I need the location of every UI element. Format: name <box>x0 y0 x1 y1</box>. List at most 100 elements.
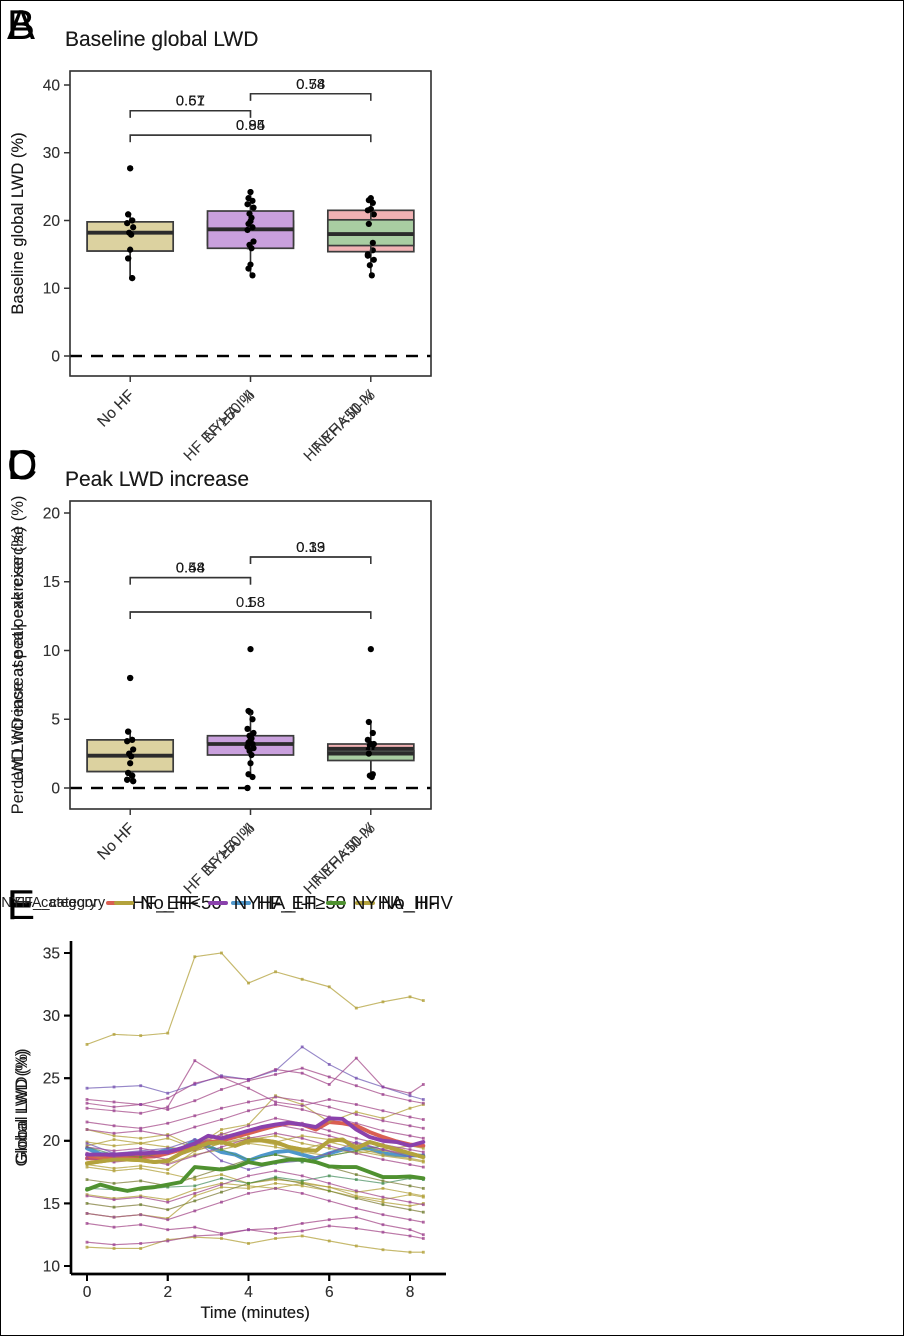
svg-text:20: 20 <box>43 213 61 230</box>
panel-title: Baseline global LWD <box>65 28 259 51</box>
svg-text:30: 30 <box>43 145 61 162</box>
panel-letter: A <box>7 1 36 48</box>
panel-b: B Baseline global LWD 0 10 20 30 40 0.67 0.78 0… <box>1 1 453 455</box>
svg-text:Global LWD (%): Global LWD (%) <box>13 1049 31 1167</box>
legend-item: No_HF <box>114 892 199 914</box>
svg-text:0.19: 0.19 <box>296 539 325 556</box>
svg-text:1: 1 <box>246 594 254 611</box>
svg-text:0.67: 0.67 <box>176 93 205 110</box>
svg-text:35: 35 <box>43 945 60 962</box>
svg-text:Time (minutes): Time (minutes) <box>200 1304 309 1322</box>
svg-text:15: 15 <box>43 574 60 591</box>
svg-text:0: 0 <box>51 780 60 797</box>
svg-text:4: 4 <box>244 1284 253 1301</box>
svg-text:No HF: No HF <box>94 387 138 431</box>
svg-text:8: 8 <box>406 1284 415 1301</box>
svg-text:40: 40 <box>43 77 61 94</box>
legend-swatch <box>114 901 135 905</box>
svg-text:25: 25 <box>43 1071 60 1088</box>
svg-text:0.58: 0.58 <box>176 560 205 577</box>
panel-d: D Peak LWD increase 0 5 10 15 20 0.44 0.19 1 No … <box>1 441 453 888</box>
svg-text:0: 0 <box>51 780 60 797</box>
svg-text:NYHA III-IV: NYHA III-IV <box>311 819 380 888</box>
svg-text:0.78: 0.78 <box>296 76 325 93</box>
svg-text:30: 30 <box>43 145 61 162</box>
legend-label: No_HF <box>380 892 440 913</box>
boxplot-peak-lwd-by-nyha: 0 5 10 15 20 0.44 0.19 1 No HF NYHA I-II NYHA III-… <box>9 500 432 888</box>
legend-swatch <box>230 901 251 905</box>
legend-ef-category: EF_category HF_EF<50 HF_EF≥50 No_HF <box>1 892 453 914</box>
svg-text:20: 20 <box>43 1133 61 1150</box>
svg-text:0.33: 0.33 <box>296 539 325 556</box>
legend-title: EF_category <box>14 895 97 911</box>
svg-text:8: 8 <box>406 1284 415 1301</box>
svg-text:10: 10 <box>43 1258 61 1275</box>
svg-text:30: 30 <box>43 1008 61 1025</box>
panel-letter: C <box>7 441 38 488</box>
svg-text:35: 35 <box>43 945 60 962</box>
legend-swatch <box>326 901 347 905</box>
svg-text:Global LWD(%): Global LWD(%) <box>13 1051 31 1164</box>
svg-text:20: 20 <box>43 505 61 522</box>
svg-text:20: 20 <box>43 213 61 230</box>
panel-title: Peak LWD increase <box>65 468 250 491</box>
svg-text:0.95: 0.95 <box>236 117 265 134</box>
svg-text:10: 10 <box>43 281 61 298</box>
svg-text:Baseline global LWD (%): Baseline global LWD (%) <box>9 132 27 314</box>
legend-label: No_HF <box>140 892 199 913</box>
svg-text:15: 15 <box>43 574 60 591</box>
svg-text:NYHA I-II: NYHA I-II <box>201 820 259 878</box>
svg-text:6: 6 <box>325 1284 334 1301</box>
svg-text:6: 6 <box>325 1284 334 1301</box>
legend-item: HF_EF≥50 <box>230 892 346 914</box>
legend-label: NYHA_III-IV <box>352 892 453 913</box>
panel-letter: D <box>7 441 38 488</box>
svg-text:15: 15 <box>43 1196 60 1213</box>
svg-text:Baseline global LWD (%): Baseline global LWD (%) <box>9 132 27 314</box>
svg-text:Time (minutes): Time (minutes) <box>200 1304 309 1322</box>
legend-item: No_HF <box>354 892 440 914</box>
svg-text:0.44: 0.44 <box>176 560 205 577</box>
svg-text:40: 40 <box>43 77 61 94</box>
svg-text:0: 0 <box>51 348 60 365</box>
svg-text:10: 10 <box>43 643 61 660</box>
svg-text:4: 4 <box>244 1284 253 1301</box>
svg-text:10: 10 <box>43 1258 61 1275</box>
svg-text:0: 0 <box>83 1284 92 1301</box>
svg-text:5: 5 <box>51 712 60 729</box>
svg-text:0: 0 <box>51 348 60 365</box>
svg-text:25: 25 <box>43 1071 60 1088</box>
legend-swatch <box>207 901 228 905</box>
svg-text:2: 2 <box>163 1284 172 1301</box>
legend-title: NYHA_category <box>1 895 106 911</box>
svg-text:15: 15 <box>43 1196 60 1213</box>
legend-nyha-category: NYHA_category No_HF NYHA_I-II NYHA_III-I… <box>1 892 453 914</box>
panel-title: Baseline global LWD <box>65 28 259 51</box>
svg-text:0: 0 <box>83 1284 92 1301</box>
legend-item: NYHA_III-IV <box>326 892 453 914</box>
svg-text:20: 20 <box>43 1133 61 1150</box>
panel-f: F NYHA_category No_HF NYHA_I-II NYHA_III… <box>1 881 453 1335</box>
svg-text:0.58: 0.58 <box>236 594 265 611</box>
legend-label: HF_EF<50 <box>131 892 222 913</box>
svg-text:30: 30 <box>43 1008 61 1025</box>
svg-text:LWD increase at peak exercise: LWD increase at peak exercise (%) <box>9 526 27 783</box>
legend-item: NYHA_I-II <box>207 892 318 914</box>
panel-letter: E <box>7 881 36 928</box>
svg-text:NYHA I-II: NYHA I-II <box>201 387 259 445</box>
panel-letter: B <box>7 1 36 48</box>
panel-title: Peak LWD increase <box>65 468 250 491</box>
svg-text:0.51: 0.51 <box>176 93 205 110</box>
legend-label: NYHA_I-II <box>233 892 318 913</box>
svg-text:5: 5 <box>51 712 60 729</box>
svg-text:2: 2 <box>163 1284 172 1301</box>
svg-text:0.54: 0.54 <box>296 76 325 93</box>
panel-letter: F <box>7 881 33 928</box>
spaghetti-lwd-by-nyha: 10 15 20 25 30 35 0 2 4 6 8 Time (minutes) Global LW… <box>13 941 446 1322</box>
legend-label: HF_EF≥50 <box>256 892 346 913</box>
svg-text:10: 10 <box>43 643 61 660</box>
svg-text:10: 10 <box>43 281 61 298</box>
svg-text:20: 20 <box>43 505 61 522</box>
